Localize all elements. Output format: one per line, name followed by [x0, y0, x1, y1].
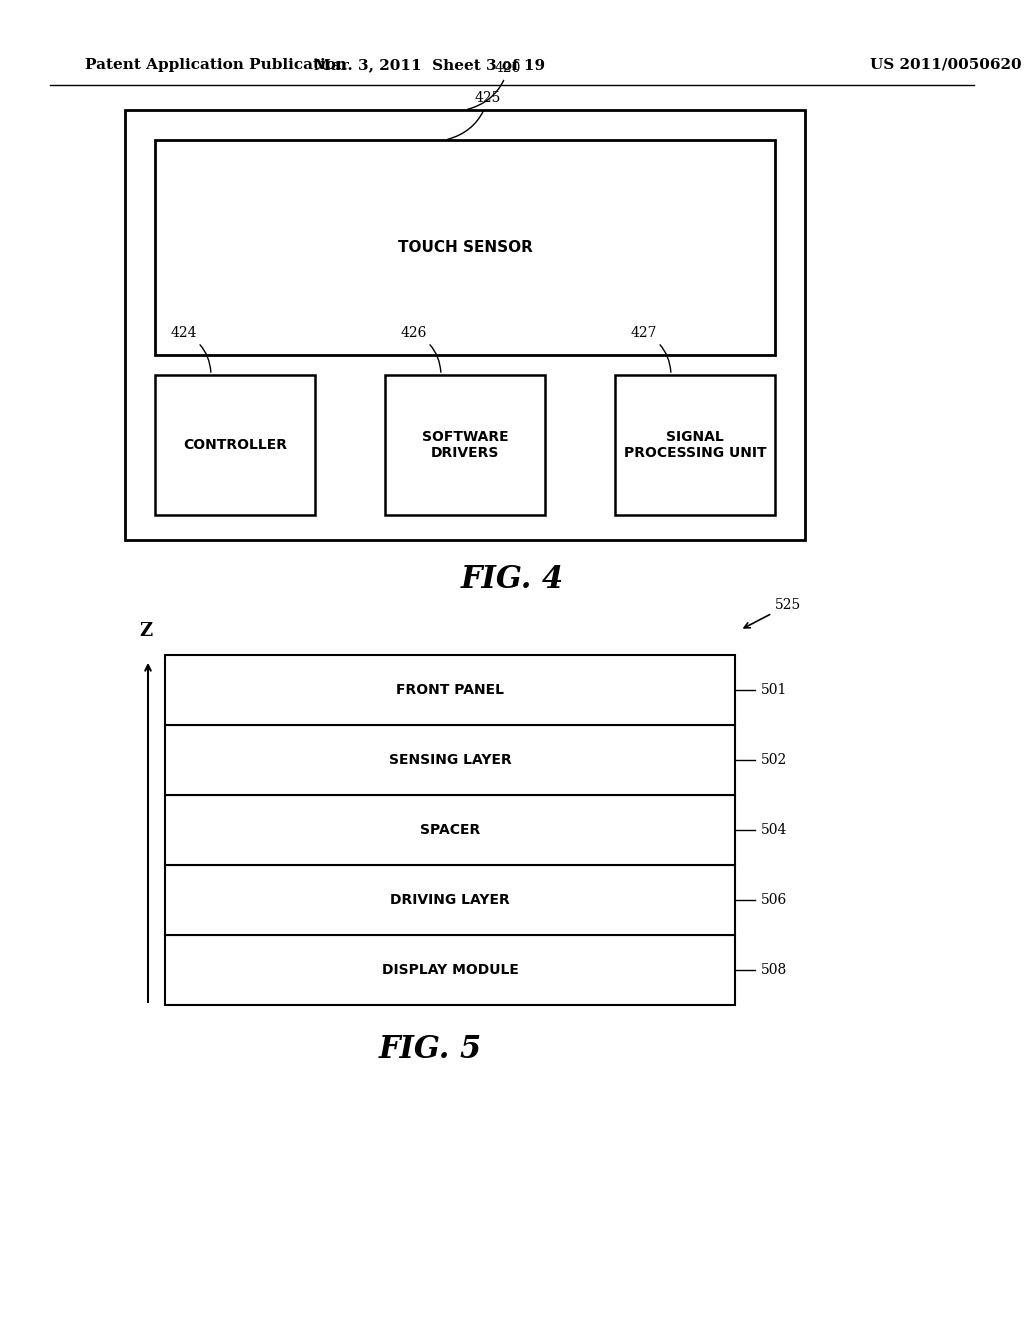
FancyBboxPatch shape — [385, 375, 545, 515]
Text: Z: Z — [139, 622, 153, 640]
Text: DRIVING LAYER: DRIVING LAYER — [390, 894, 510, 907]
Text: 425: 425 — [447, 91, 502, 140]
FancyBboxPatch shape — [165, 795, 735, 865]
Text: 502: 502 — [761, 752, 787, 767]
FancyBboxPatch shape — [155, 375, 315, 515]
Text: 525: 525 — [744, 598, 801, 628]
Text: 501: 501 — [761, 682, 787, 697]
FancyBboxPatch shape — [165, 935, 735, 1005]
FancyBboxPatch shape — [165, 725, 735, 795]
Text: Mar. 3, 2011  Sheet 3 of 19: Mar. 3, 2011 Sheet 3 of 19 — [314, 58, 546, 73]
FancyBboxPatch shape — [125, 110, 805, 540]
Text: 424: 424 — [171, 326, 211, 372]
FancyBboxPatch shape — [165, 655, 735, 725]
Text: SIGNAL
PROCESSING UNIT: SIGNAL PROCESSING UNIT — [624, 430, 766, 461]
Text: TOUCH SENSOR: TOUCH SENSOR — [397, 240, 532, 255]
Text: DISPLAY MODULE: DISPLAY MODULE — [382, 964, 518, 977]
Text: Patent Application Publication: Patent Application Publication — [85, 58, 347, 73]
Text: SOFTWARE
DRIVERS: SOFTWARE DRIVERS — [422, 430, 508, 461]
Text: 508: 508 — [761, 964, 787, 977]
Text: SENSING LAYER: SENSING LAYER — [389, 752, 511, 767]
Text: 420: 420 — [468, 61, 521, 110]
Text: 504: 504 — [761, 822, 787, 837]
FancyBboxPatch shape — [155, 140, 775, 355]
FancyBboxPatch shape — [165, 865, 735, 935]
Text: FIG. 5: FIG. 5 — [379, 1035, 481, 1065]
Text: CONTROLLER: CONTROLLER — [183, 438, 287, 451]
Text: US 2011/0050620 A1: US 2011/0050620 A1 — [870, 58, 1024, 73]
Text: SPACER: SPACER — [420, 822, 480, 837]
Text: FIG. 4: FIG. 4 — [461, 565, 563, 595]
Text: FRONT PANEL: FRONT PANEL — [396, 682, 504, 697]
Text: 426: 426 — [401, 326, 441, 372]
Text: 506: 506 — [761, 894, 787, 907]
Text: 427: 427 — [631, 326, 671, 372]
FancyBboxPatch shape — [615, 375, 775, 515]
